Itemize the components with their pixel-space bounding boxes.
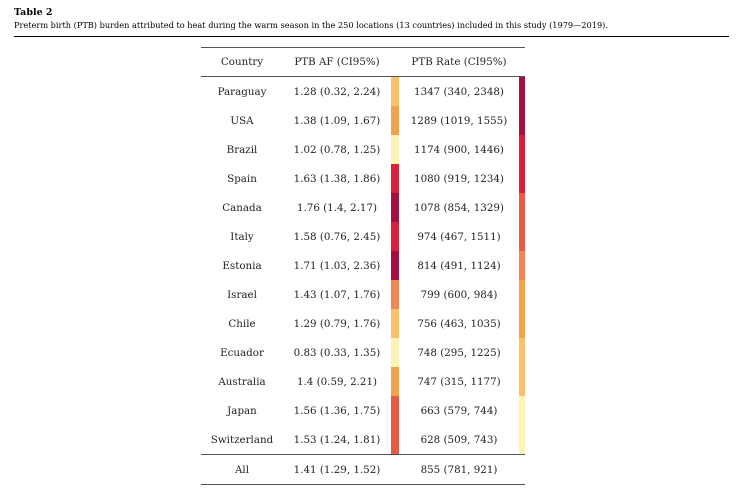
rate-cell: 1078 (854, 1329) — [414, 201, 504, 214]
rate-cell: 747 (315, 1177) — [417, 375, 501, 388]
table-row: Switzerland 1.53 (1.24, 1.81) 628 (509, 74… — [201, 425, 525, 454]
af-cell: 1.63 (1.38, 1.86) — [293, 172, 381, 185]
rate-color-swatch — [519, 309, 525, 338]
rate-cell: 974 (467, 1511) — [417, 230, 501, 243]
rate-color-swatch — [519, 367, 525, 396]
af-color-swatch — [391, 106, 399, 135]
table-row: Paraguay 1.28 (0.32, 2.24) 1347 (340, 2348… — [201, 77, 525, 106]
rate-cell: 799 (600, 984) — [420, 288, 498, 301]
header-rule — [201, 76, 525, 77]
table-label: Table 2 — [14, 7, 53, 18]
table-row: Israel 1.43 (1.07, 1.76) 799 (600, 984) — [201, 280, 525, 309]
af-cell: 1.43 (1.07, 1.76) — [293, 288, 381, 301]
af-cell: 1.29 (0.79, 1.76) — [293, 317, 381, 330]
rate-color-swatch — [519, 396, 525, 425]
country-cell: Spain — [227, 172, 257, 185]
rate-color-swatch — [519, 425, 525, 454]
country-cell: USA — [230, 114, 254, 127]
rate-cell: 1080 (919, 1234) — [414, 172, 504, 185]
rate-color-swatch — [519, 164, 525, 193]
table-row: Italy 1.58 (0.76, 2.45) 974 (467, 1511) — [201, 222, 525, 251]
table-row: USA 1.38 (1.09, 1.67) 1289 (1019, 1555) — [201, 106, 525, 135]
header-country: Country — [220, 56, 264, 68]
table-caption: Table 2 Preterm birth (PTB) burden attri… — [14, 7, 729, 31]
rate-color-swatch — [519, 222, 525, 251]
table-row: Japan 1.56 (1.36, 1.75) 663 (579, 744) — [201, 396, 525, 425]
table-row: Ecuador 0.83 (0.33, 1.35) 748 (295, 1225) — [201, 338, 525, 367]
rate-color-swatch — [519, 193, 525, 222]
af-color-swatch — [391, 164, 399, 193]
rate-color-swatch — [519, 338, 525, 367]
table-caption-text: Preterm birth (PTB) burden attributed to… — [14, 20, 608, 30]
af-color-swatch — [391, 251, 399, 280]
header-row: Country PTB AF (CI95%) PTB Rate (CI95%) — [201, 48, 525, 76]
total-country: All — [234, 463, 250, 476]
af-color-swatch — [391, 309, 399, 338]
table-row: Australia 1.4 (0.59, 2.21) 747 (315, 1177) — [201, 367, 525, 396]
country-cell: Chile — [228, 317, 256, 330]
af-cell: 1.56 (1.36, 1.75) — [293, 404, 381, 417]
country-cell: Canada — [222, 201, 262, 214]
af-cell: 1.28 (0.32, 2.24) — [293, 85, 381, 98]
af-color-swatch — [391, 396, 399, 425]
rate-cell: 1347 (340, 2348) — [414, 85, 504, 98]
total-rate: 855 (781, 921) — [420, 463, 498, 476]
country-cell: Paraguay — [217, 85, 267, 98]
country-cell: Brazil — [226, 143, 258, 156]
country-cell: Japan — [227, 404, 257, 417]
af-color-swatch — [391, 280, 399, 309]
country-cell: Switzerland — [210, 433, 274, 446]
table-row: Brazil 1.02 (0.78, 1.25) 1174 (900, 1446) — [201, 135, 525, 164]
total-af: 1.41 (1.29, 1.52) — [293, 463, 381, 476]
total-row: All 1.41 (1.29, 1.52) 855 (781, 921) — [201, 455, 525, 484]
caption-rule — [14, 36, 729, 37]
af-color-swatch — [391, 367, 399, 396]
country-cell: Israel — [227, 288, 257, 301]
af-cell: 1.76 (1.4, 2.17) — [296, 201, 378, 214]
af-cell: 1.71 (1.03, 2.36) — [293, 259, 381, 272]
header-rate: PTB Rate (CI95%) — [411, 56, 507, 68]
af-cell: 1.53 (1.24, 1.81) — [293, 433, 381, 446]
table-row: Spain 1.63 (1.38, 1.86) 1080 (919, 1234) — [201, 164, 525, 193]
rate-color-swatch — [519, 280, 525, 309]
bottom-rule — [201, 484, 525, 485]
af-cell: 0.83 (0.33, 1.35) — [293, 346, 381, 359]
rate-cell: 1174 (900, 1446) — [414, 143, 504, 156]
header-af: PTB AF (CI95%) — [294, 56, 380, 68]
rate-color-swatch — [519, 77, 525, 106]
rate-color-swatch — [519, 135, 525, 164]
af-color-swatch — [391, 222, 399, 251]
top-rule — [201, 47, 525, 48]
rate-color-swatch — [519, 106, 525, 135]
table-row: Canada 1.76 (1.4, 2.17) 1078 (854, 1329) — [201, 193, 525, 222]
rate-cell: 663 (579, 744) — [420, 404, 498, 417]
af-color-swatch — [391, 193, 399, 222]
rate-cell: 756 (463, 1035) — [417, 317, 501, 330]
rate-cell: 748 (295, 1225) — [417, 346, 501, 359]
country-cell: Ecuador — [220, 346, 264, 359]
af-cell: 1.58 (0.76, 2.45) — [293, 230, 381, 243]
af-color-swatch — [391, 135, 399, 164]
country-cell: Australia — [218, 375, 266, 388]
af-color-swatch — [391, 338, 399, 367]
af-color-swatch — [391, 425, 399, 454]
af-cell: 1.02 (0.78, 1.25) — [293, 143, 381, 156]
country-cell: Italy — [230, 230, 254, 243]
af-color-swatch — [391, 77, 399, 106]
af-cell: 1.38 (1.09, 1.67) — [293, 114, 381, 127]
table-row: Chile 1.29 (0.79, 1.76) 756 (463, 1035) — [201, 309, 525, 338]
af-cell: 1.4 (0.59, 2.21) — [296, 375, 378, 388]
table-body: Paraguay 1.28 (0.32, 2.24) 1347 (340, 2348… — [201, 77, 525, 454]
rate-cell: 814 (491, 1124) — [417, 259, 501, 272]
total-rule — [201, 454, 525, 455]
table-row: Estonia 1.71 (1.03, 2.36) 814 (491, 1124) — [201, 251, 525, 280]
rate-cell: 1289 (1019, 1555) — [410, 114, 508, 127]
ptb-table: Country PTB AF (CI95%) PTB Rate (CI95%) … — [201, 47, 525, 485]
rate-color-swatch — [519, 251, 525, 280]
rate-cell: 628 (509, 743) — [420, 433, 498, 446]
country-cell: Estonia — [222, 259, 262, 272]
